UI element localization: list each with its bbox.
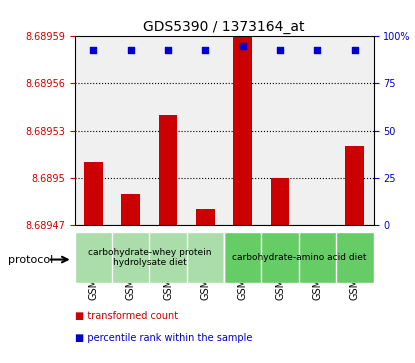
Point	[277, 46, 283, 52]
Bar	[149, 36, 187, 225]
Bar	[159, 115, 178, 225]
Point	[314, 46, 321, 52]
Text: protocol: protocol	[8, 254, 54, 265]
Text: carbohydrate-amino acid diet: carbohydrate-amino acid diet	[232, 253, 366, 262]
Point	[90, 46, 97, 52]
Bar	[121, 193, 140, 225]
Bar	[112, 36, 149, 225]
Point	[127, 46, 134, 52]
Bar	[299, 36, 336, 225]
FancyBboxPatch shape	[75, 232, 224, 283]
Text: carbohydrate-whey protein
hydrolysate diet: carbohydrate-whey protein hydrolysate di…	[88, 248, 211, 268]
Text: ■ transformed count: ■ transformed count	[75, 311, 178, 321]
Bar	[233, 36, 252, 225]
FancyBboxPatch shape	[224, 232, 374, 283]
Bar	[261, 36, 299, 225]
Text: ■ percentile rank within the sample: ■ percentile rank within the sample	[75, 333, 252, 343]
Bar	[345, 146, 364, 225]
Point	[239, 43, 246, 49]
Bar	[75, 36, 112, 225]
Bar	[84, 162, 103, 225]
Bar	[271, 178, 290, 225]
Bar	[187, 36, 224, 225]
Bar	[336, 36, 374, 225]
Title: GDS5390 / 1373164_at: GDS5390 / 1373164_at	[143, 20, 305, 34]
Bar	[224, 36, 261, 225]
Bar	[196, 209, 215, 225]
Point	[165, 46, 171, 52]
Point	[352, 46, 358, 52]
Point	[202, 46, 209, 52]
